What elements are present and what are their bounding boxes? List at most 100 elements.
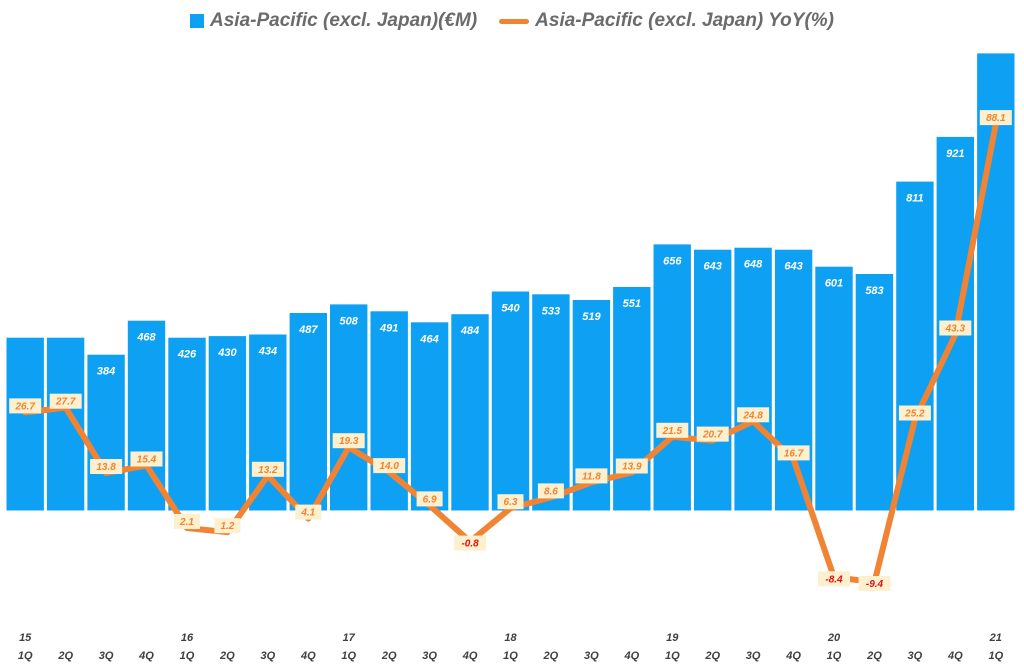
bar — [168, 337, 206, 511]
bar — [208, 336, 247, 511]
x-year-label: 20 — [827, 632, 841, 644]
bar — [330, 304, 368, 511]
yoy-label-box — [214, 518, 241, 534]
yoy-label-box — [497, 494, 524, 510]
legend-line-swatch — [499, 18, 530, 24]
legend-bar-swatch — [190, 14, 204, 28]
bar-value-label: 464 — [419, 333, 438, 345]
yoy-label-box — [174, 514, 200, 529]
yoy-label-box — [898, 405, 931, 421]
bar-value-label: 491 — [379, 322, 398, 334]
yoy-value-label: 27.7 — [55, 397, 76, 408]
bar-value-label: 533 — [542, 305, 560, 317]
bar-value-label: 601 — [825, 278, 843, 290]
bar — [87, 354, 125, 511]
legend-bar-label: Asia-Pacific (excl. Japan)(€M) — [210, 10, 478, 31]
yoy-label-box — [49, 393, 82, 409]
yoy-label-box — [454, 535, 487, 551]
yoy-label-box — [818, 571, 850, 587]
bar-value-label: 643 — [704, 261, 722, 273]
bar — [532, 294, 570, 511]
yoy-label-box — [979, 110, 1012, 126]
x-tick-label: 2Q — [704, 650, 720, 662]
yoy-value-label: -9.4 — [866, 579, 884, 590]
x-tick-label: 4Q — [785, 650, 801, 662]
bar — [249, 334, 287, 511]
yoy-label-box — [737, 407, 770, 423]
yoy-value-label: 88.1 — [986, 113, 1006, 124]
x-year-label: 17 — [343, 632, 356, 644]
yoy-value-label: 15.4 — [137, 455, 157, 466]
yoy-label-box — [858, 576, 891, 591]
x-tick-label: 3Q — [908, 650, 923, 662]
yoy-value-label: 11.8 — [582, 471, 601, 482]
x-tick-label: 1Q — [18, 650, 33, 662]
bar — [855, 274, 894, 511]
yoy-label-box — [777, 445, 810, 461]
x-year-label: 16 — [181, 632, 194, 644]
yoy-label-box — [251, 461, 284, 477]
yoy-value-label: 43.3 — [945, 324, 966, 335]
yoy-value-label: 13.8 — [96, 462, 116, 473]
bar — [451, 314, 489, 511]
x-tick-label: 1Q — [180, 650, 195, 662]
x-tick-label: 1Q — [665, 650, 680, 662]
yoy-label-box — [939, 320, 972, 336]
bar-value-label: 434 — [258, 346, 277, 358]
bar-value-label: 426 — [177, 349, 197, 361]
yoy-label-box — [537, 483, 564, 499]
yoy-value-label: 26.7 — [14, 401, 35, 412]
legend-item-line: Asia-Pacific (excl. Japan) YoY(%) — [499, 10, 834, 32]
x-tick-label: 4Q — [300, 650, 316, 662]
yoy-label-box — [575, 468, 608, 484]
bar-value-label: 519 — [582, 311, 601, 323]
x-tick-label: 2Q — [219, 650, 235, 662]
x-tick-label: 3Q — [261, 650, 276, 662]
bar-value-label: 643 — [784, 261, 802, 273]
bar — [289, 313, 327, 511]
x-tick-label: 3Q — [99, 650, 114, 662]
yoy-label-box — [130, 451, 163, 467]
yoy-value-label: -8.4 — [825, 574, 843, 585]
yoy-value-label: 14.0 — [379, 461, 399, 472]
bar — [734, 247, 772, 511]
x-axis-ticks: 1Q 15 2Q 3Q 4Q 1Q 16 2Q 3Q 4Q 1Q 17 2Q 3Q 4Q 1Q 18 2Q 3Q 4Q… — [18, 632, 1004, 662]
bar-value-label: 921 — [946, 148, 964, 160]
x-tick-label: 2Q — [866, 650, 882, 662]
yoy-value-label: 25.2 — [904, 409, 925, 420]
x-tick-label: 4Q — [947, 650, 963, 662]
x-tick-label: 2Q — [543, 650, 559, 662]
bar — [491, 291, 530, 511]
yoy-value-label: 6.9 — [423, 494, 437, 505]
yoy-value-label: 21.5 — [662, 426, 683, 437]
x-tick-label: 4Q — [462, 650, 478, 662]
x-tick-label: 2Q — [57, 650, 73, 662]
x-tick-label: 3Q — [584, 650, 599, 662]
x-tick-label: 4Q — [623, 650, 639, 662]
bar-value-label: 384 — [97, 366, 115, 378]
yoy-value-label: 20.7 — [702, 430, 723, 441]
yoy-value-label: 4.1 — [300, 508, 315, 519]
yoy-value-label: -0.8 — [461, 539, 479, 550]
x-tick-label: 1Q — [341, 650, 356, 662]
x-year-label: 19 — [666, 632, 679, 644]
yoy-label-box — [373, 458, 406, 474]
x-year-label: 18 — [504, 632, 517, 644]
legend-line-label: Asia-Pacific (excl. Japan) YoY(%) — [535, 10, 834, 31]
yoy-label-box — [295, 504, 322, 520]
yoy-value-labels: 26.7 27.7 13.8 15.4 2.1 1.2 13.2 4.1 19.3 14.0 6.9… — [9, 110, 1012, 591]
legend-item-bars: Asia-Pacific (excl. Japan)(€M) — [190, 10, 477, 32]
bar — [774, 249, 813, 511]
bar — [370, 311, 408, 511]
bar-value-label: 648 — [744, 259, 763, 271]
yoy-value-label: 1.2 — [220, 521, 234, 532]
yoy-value-label: 6.3 — [504, 497, 518, 508]
bar-value-label: 487 — [298, 324, 318, 336]
x-tick-label: 1Q — [827, 650, 842, 662]
yoy-value-label: 13.9 — [622, 462, 642, 473]
bar — [410, 322, 449, 511]
bar — [896, 181, 934, 511]
x-tick-label: 1Q — [988, 650, 1003, 662]
bar-value-label: 468 — [136, 332, 156, 344]
x-year-label: 21 — [989, 632, 1002, 644]
